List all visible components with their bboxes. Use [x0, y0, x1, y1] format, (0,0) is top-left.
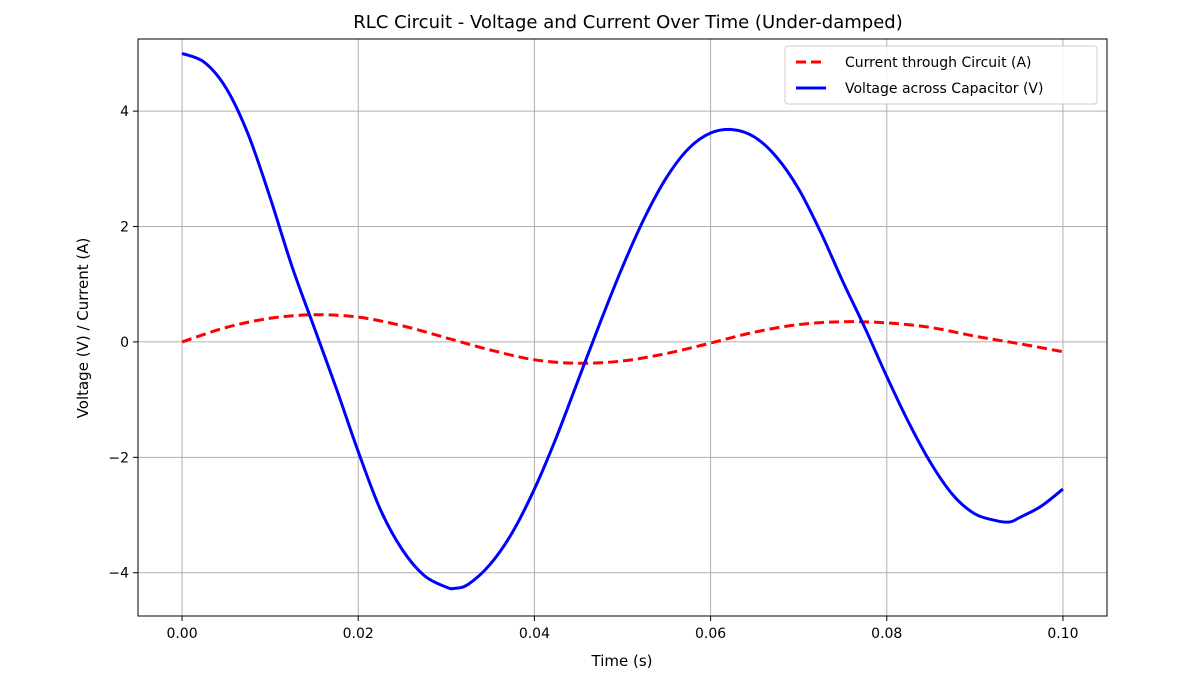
x-tick-label: 0.08: [871, 626, 902, 642]
y-axis-label: Voltage (V) / Current (A): [74, 238, 92, 419]
x-tick-label: 0.06: [695, 626, 726, 642]
x-tick-label: 0.10: [1047, 626, 1078, 642]
x-axis-label: Time (s): [591, 652, 653, 670]
y-tick-label: −2: [108, 450, 129, 466]
y-tick-label: −4: [108, 566, 129, 582]
series-line-voltage: [181, 52, 1064, 591]
legend-label-current: Current through Circuit (A): [845, 55, 1032, 71]
x-tick-label: 0.00: [166, 626, 197, 642]
legend-label-voltage: Voltage across Capacitor (V): [845, 81, 1043, 97]
grid-layer: [138, 39, 1107, 616]
x-tick-label: 0.02: [343, 626, 374, 642]
chart-title: RLC Circuit - Voltage and Current Over T…: [353, 12, 902, 33]
y-tick-label: 0: [120, 335, 129, 351]
series-layer: [181, 52, 1064, 591]
x-tick-label: 0.04: [519, 626, 550, 642]
tick-layer: 0.00 0.02 0.04 0.06 0.08 0.10 −4 −2 0 2 4: [108, 104, 1078, 642]
legend: Current through Circuit (A) Voltage acro…: [784, 45, 1098, 105]
y-tick-label: 2: [120, 220, 129, 236]
legend-box: [784, 45, 1098, 105]
plot-frame: [137, 38, 1108, 617]
y-tick-label: 4: [120, 104, 129, 120]
series-line-current: [181, 313, 1064, 365]
